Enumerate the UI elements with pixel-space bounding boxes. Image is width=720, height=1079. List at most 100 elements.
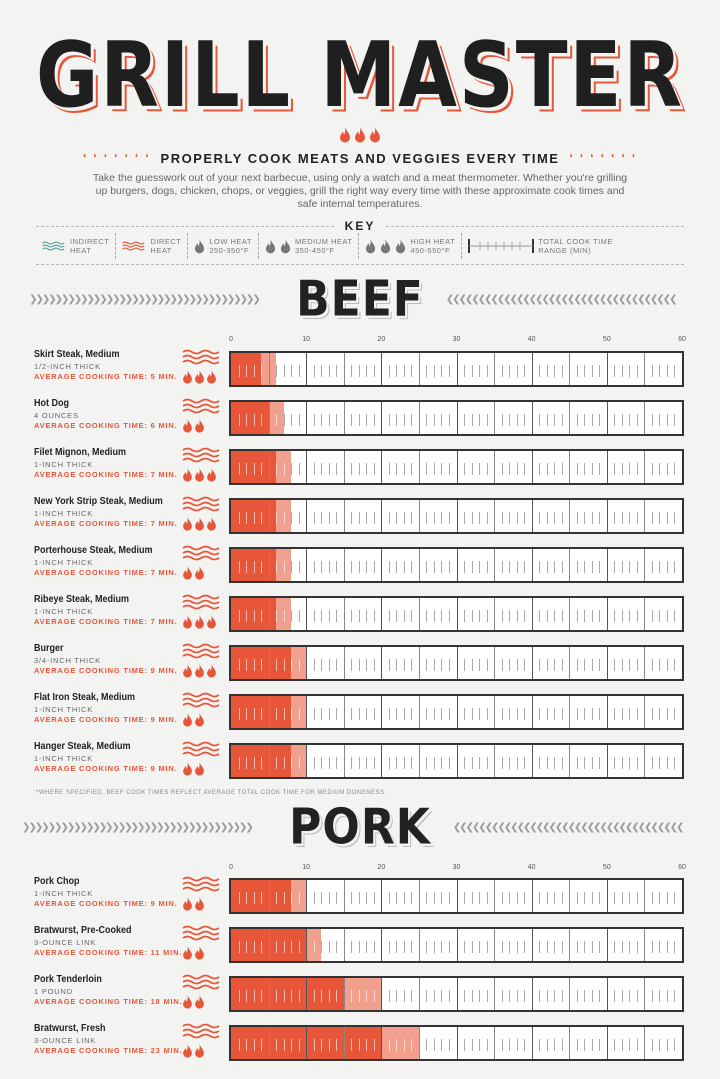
x-axis: 0 10 20 30 40 50 60 [229,864,686,874]
item-avg-time: AVERAGE COOKING TIME: 6 MIN. [34,421,178,430]
minor-gridline [433,610,435,622]
minor-gridline [261,990,263,1002]
minor-gridline [246,463,248,475]
time-bar [229,1025,684,1061]
minor-gridline [433,892,435,904]
flame-group [182,762,226,776]
minor-gridline [373,757,375,769]
major-gridline [606,549,608,581]
minor-gridline [554,463,556,475]
minor-gridline [298,659,300,671]
minor-gridline [471,463,473,475]
tick-label: 40 [527,864,536,871]
minor-gridline [599,610,601,622]
minor-gridline [261,708,263,720]
item-name: Pork Tenderloin [34,974,102,985]
wave-icon [182,692,220,708]
minor-gridline [358,414,360,426]
minor-gridline [539,561,541,573]
minor-gridline [524,365,526,377]
minor-gridline [298,365,300,377]
minor-gridline [441,1039,443,1051]
major-gridline [306,402,308,434]
minor-gridline [509,892,511,904]
item-name: Hot Dog [34,398,70,409]
minor-gridline [584,708,586,720]
minor-gridline [576,610,578,622]
minor-gridline [253,610,255,622]
item-thickness: 1-INCH THICK [34,509,94,518]
minor-gridline [448,941,450,953]
minor-gridline [351,561,353,573]
major-gridline [306,929,308,961]
key-item: TOTAL COOK TIME RANGE (MIN) [462,233,619,259]
minor-gridline [351,708,353,720]
minor-gridline [411,610,413,622]
chevron-decoration: ❮❮❮❮❮❮❮❮❮❮❮❮❮❮❮❮❮❮❮❮❮❮❮❮❮❮❮❮❮❮❮❮❮❮❮❮ [452,821,685,833]
minor-gridline [464,757,466,769]
minor-gridline [509,414,511,426]
minor-gridline [501,757,503,769]
wave-icon [182,349,220,365]
minor-gridline [651,1039,653,1051]
chart-row: Hot Dog 4 OUNCES AVERAGE COOKING TIME: 6 M… [34,398,684,438]
major-gridline [569,549,571,581]
flame-icon [396,238,406,253]
minor-gridline [388,365,390,377]
minor-gridline [448,561,450,573]
minor-gridline [448,512,450,524]
minor-gridline [554,990,556,1002]
minor-gridline [283,708,285,720]
minor-gridline [659,414,661,426]
major-gridline [494,500,496,532]
minor-gridline [539,512,541,524]
flame-icon [183,419,192,433]
minor-gridline [636,757,638,769]
minor-gridline [486,610,488,622]
minor-gridline [313,561,315,573]
major-gridline [531,1027,533,1059]
flame-group [182,370,226,384]
major-gridline [268,696,270,728]
minor-gridline [486,757,488,769]
minor-gridline [291,561,293,573]
minor-gridline [298,512,300,524]
flame-icon [207,615,216,629]
flame-icon [280,238,291,253]
minor-gridline [659,892,661,904]
minor-gridline [313,414,315,426]
minor-gridline [396,512,398,524]
minor-gridline [283,1039,285,1051]
minor-gridline [298,757,300,769]
flame-icon [183,946,192,960]
major-gridline [494,647,496,679]
wave-icon [182,876,220,892]
major-gridline [456,745,458,777]
minor-gridline [276,1039,278,1051]
major-gridline [268,880,270,912]
minor-gridline [636,1039,638,1051]
minor-gridline [591,610,593,622]
minor-gridline [448,892,450,904]
minor-gridline [539,941,541,953]
minor-gridline [336,561,338,573]
minor-gridline [636,941,638,953]
minor-gridline [283,892,285,904]
minor-gridline [253,561,255,573]
minor-gridline [546,365,548,377]
minor-gridline [471,892,473,904]
minor-gridline [554,892,556,904]
minor-gridline [396,941,398,953]
item-avg-time: AVERAGE COOKING TIME: 23 MIN. [34,1046,183,1055]
minor-gridline [321,659,323,671]
flame-icon [207,370,216,384]
minor-gridline [539,365,541,377]
minor-gridline [591,561,593,573]
minor-gridline [373,892,375,904]
item-avg-time: AVERAGE COOKING TIME: 11 MIN. [34,948,183,957]
minor-gridline [486,1039,488,1051]
minor-gridline [591,708,593,720]
minor-gridline [576,757,578,769]
key-label-line2: RANGE (MIN) [538,246,592,255]
minor-gridline [591,365,593,377]
